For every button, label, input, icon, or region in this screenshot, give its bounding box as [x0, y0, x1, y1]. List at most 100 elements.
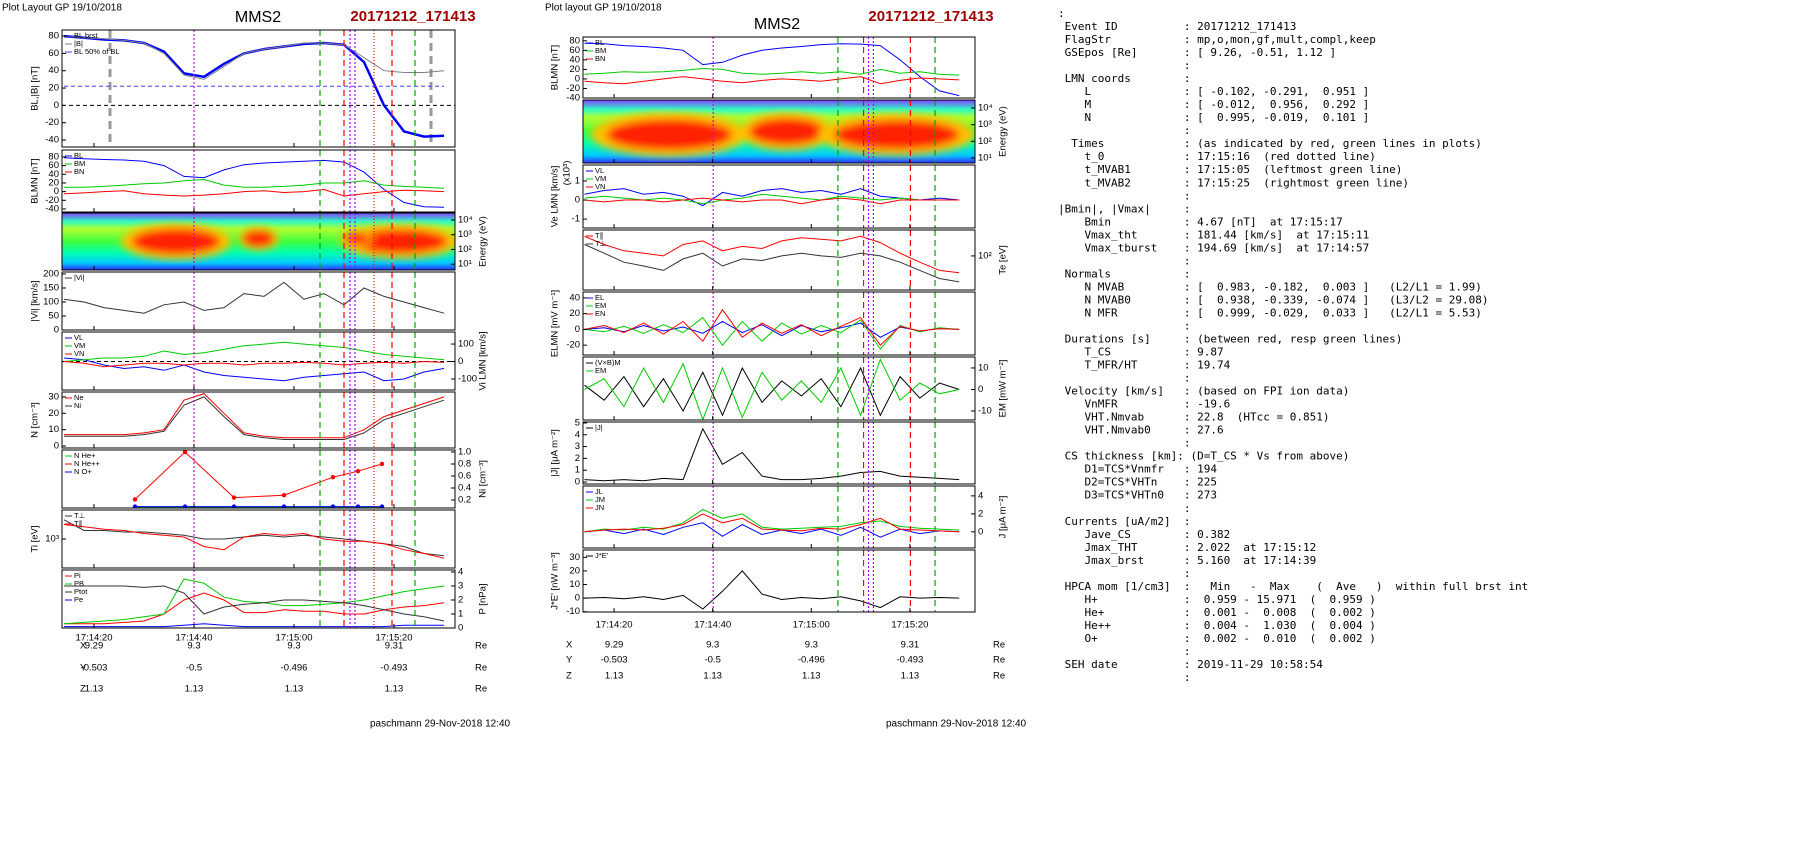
legend-label: Ptot: [74, 587, 88, 596]
coord-cell: 9.29: [85, 641, 104, 652]
coord-cell: -0.493: [381, 663, 408, 674]
panel-frame: [61, 331, 456, 391]
y-tick-label: 0: [54, 186, 59, 197]
y-tick-label: 4: [575, 429, 580, 440]
series-point: [379, 461, 385, 467]
series-line: [584, 67, 960, 76]
left-title: MMS2: [235, 9, 281, 26]
y-tick-label: 20: [569, 64, 580, 75]
series-line: [584, 308, 960, 346]
info-line: L : [ -0.102, -0.291, 0.951 ]: [1058, 85, 1369, 98]
spectrogram-hot: [344, 232, 370, 245]
legend-label: Pe: [74, 595, 83, 604]
info-line: Jave_CS : 0.382: [1058, 528, 1230, 541]
coord-cell: 9.31: [901, 640, 920, 651]
y-tick-label: 3: [575, 441, 580, 452]
y-axis-label: N [cm⁻³]: [30, 402, 41, 438]
series-line: [584, 193, 960, 205]
y-axis-label: J*E' [nW m⁻³]: [550, 552, 561, 610]
y-axis-label: Te [eV]: [998, 245, 1009, 275]
series-line: [64, 178, 445, 189]
series-point: [379, 504, 385, 508]
y-tick-label: -40: [45, 135, 59, 146]
panel-frame: [582, 485, 976, 549]
legend-label: N He+: [74, 451, 96, 460]
series-line: [63, 360, 445, 368]
series-line: [584, 316, 960, 350]
legend-label: T∥: [74, 519, 82, 528]
y-axis-label: |Vi| [km/s]: [30, 280, 41, 321]
coord-cell: 1.13: [385, 684, 404, 695]
legend-label: T⊥: [595, 239, 607, 248]
y-tick-label: -100: [458, 374, 477, 385]
x-tick-label: 17:14:20: [76, 633, 113, 644]
y-tick-label: 150: [43, 282, 59, 293]
info-line: N MFR : [ 0.999, -0.029, 0.033 ] (L2/L1 …: [1058, 306, 1482, 319]
coord-cell: -0.496: [281, 663, 308, 674]
panel-0: [62, 30, 455, 147]
series-line: [584, 188, 960, 207]
x-tick-label: 17:14:40: [694, 620, 731, 631]
series-point: [281, 493, 287, 498]
series-point: [132, 504, 138, 508]
x-tick-label: 17:15:20: [376, 633, 413, 644]
y-tick-label: 200: [43, 268, 59, 279]
y-tick-label: 40: [569, 292, 580, 303]
spectrogram-hot: [606, 119, 732, 151]
series-line: [64, 623, 444, 628]
series-line: [63, 357, 445, 382]
panel-frame: [61, 509, 456, 569]
y-tick-label: 20: [48, 83, 59, 94]
y-tick-label: -20: [45, 117, 59, 128]
info-line: :: [1058, 189, 1190, 202]
legend-label: |J|: [595, 423, 603, 432]
info-line: Durations [s] : (between red, resp green…: [1058, 333, 1402, 346]
info-line: Vmax_tht : 181.44 [km/s] at 17:15:11: [1058, 228, 1369, 241]
panel-2: [62, 213, 455, 270]
y-tick-label: 4: [978, 490, 983, 501]
y-tick-label: 10³: [458, 229, 472, 240]
series-line: [63, 188, 445, 197]
y-tick-label: 10²: [978, 250, 992, 261]
y-tick-label: 60: [569, 45, 580, 56]
right-title: MMS2: [754, 16, 800, 33]
coord-cell: Re: [993, 671, 1005, 682]
y-tick-label: 0: [575, 195, 580, 206]
legend-label: EM: [595, 366, 606, 375]
coord-cell: Z: [80, 684, 86, 695]
info-line: T_MFR/HT : 19.74: [1058, 359, 1231, 372]
panel-1: [63, 157, 445, 208]
series-line: [584, 366, 960, 417]
info-line: D3=TCS*VHTn0 : 273: [1058, 489, 1217, 502]
y-tick-label: 0: [978, 526, 983, 537]
coord-cell: -0.493: [896, 655, 923, 666]
y-tick-label: 10²: [458, 244, 472, 255]
coord-cell: Re: [993, 655, 1005, 666]
y-tick-label: 0: [458, 623, 463, 634]
panel-5: [584, 358, 960, 420]
info-line: :: [1058, 645, 1190, 658]
x-tick-label: 17:15:20: [891, 620, 928, 631]
series-line: [63, 578, 445, 625]
info-line: GSEpos [Re] : [ 9.26, -0.51, 1.12 ]: [1058, 46, 1336, 59]
legend-label: BL: [595, 38, 604, 47]
info-line: :: [1058, 372, 1190, 385]
info-line: Vmax_tburst : 194.69 [km/s] at 17:14:57: [1058, 241, 1369, 254]
panel-4: [62, 341, 455, 382]
y-axis-label: J [μA m⁻²]: [998, 496, 1009, 539]
y-tick-label: 10⁴: [458, 215, 473, 226]
series-point: [182, 504, 188, 508]
panel-1: [583, 100, 975, 163]
y-axis-label: BLMN [nT]: [550, 45, 561, 90]
legend-label: PB: [74, 579, 84, 588]
panel-8: [63, 578, 445, 628]
series-line: [64, 393, 445, 439]
right-event: 20171212_171413: [868, 8, 993, 25]
info-line: Jmax_THT : 2.022 at 17:15:12: [1058, 541, 1316, 554]
panel-5: [64, 393, 445, 440]
legend-label: JM: [595, 495, 605, 504]
info-line: Bmin : 4.67 [nT] at 17:15:17: [1058, 215, 1343, 228]
series-line: [63, 35, 445, 80]
series-line: [584, 197, 960, 205]
y-tick-label: 0: [54, 100, 59, 111]
